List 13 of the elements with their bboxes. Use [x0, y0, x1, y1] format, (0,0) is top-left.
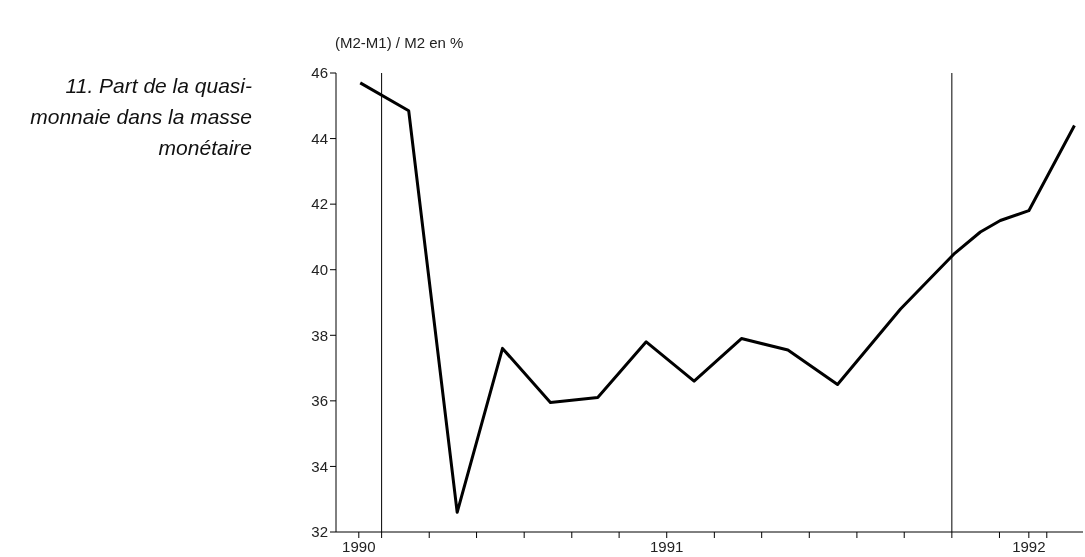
y-tick-label: 42 [311, 195, 328, 213]
y-axis-title: (M2-M1) / M2 en % [335, 34, 464, 51]
y-tick-label: 36 [311, 392, 328, 410]
y-tick-label: 32 [311, 523, 328, 541]
x-tick-label: 1991 [650, 538, 684, 555]
y-tick-label: 40 [311, 261, 328, 279]
x-tick-label: 1992 [1012, 538, 1046, 555]
y-tick-label: 34 [311, 457, 328, 475]
text: 11. Part de la quasi-monnaie dans la masse monétaire [29, 73, 252, 161]
y-tick-label: 44 [311, 129, 328, 147]
y-tick-label: 46 [311, 64, 328, 82]
x-tick-label: 1990 [342, 538, 376, 555]
y-tick-label: 38 [311, 326, 328, 344]
